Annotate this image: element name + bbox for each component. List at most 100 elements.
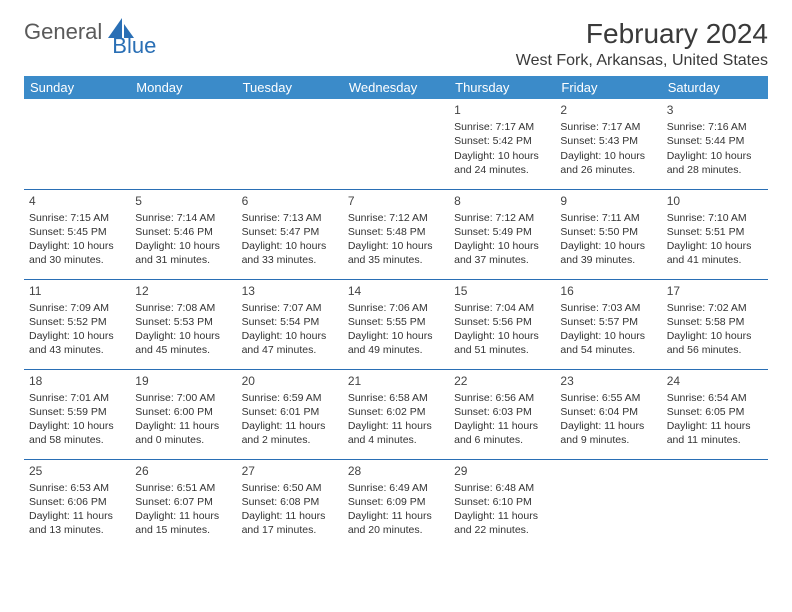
weekday-header: Wednesday (343, 76, 449, 99)
day-details: Sunrise: 6:51 AMSunset: 6:07 PMDaylight:… (135, 481, 231, 538)
calendar-row: 25 Sunrise: 6:53 AMSunset: 6:06 PMDayligh… (24, 459, 768, 549)
calendar-cell: 14 Sunrise: 7:06 AMSunset: 5:55 PMDayligh… (343, 279, 449, 369)
calendar-cell: 20 Sunrise: 6:59 AMSunset: 6:01 PMDayligh… (237, 369, 343, 459)
day-number: 7 (348, 193, 444, 209)
day-number: 13 (242, 283, 338, 299)
day-details: Sunrise: 6:48 AMSunset: 6:10 PMDaylight:… (454, 481, 550, 538)
weekday-header: Sunday (24, 76, 130, 99)
weekday-header: Thursday (449, 76, 555, 99)
weekday-header: Saturday (662, 76, 768, 99)
day-number: 21 (348, 373, 444, 389)
calendar-cell: 4 Sunrise: 7:15 AMSunset: 5:45 PMDaylight… (24, 189, 130, 279)
calendar-cell: 5Sunrise: 7:14 AMSunset: 5:46 PMDaylight… (130, 189, 236, 279)
day-number: 12 (135, 283, 231, 299)
calendar-cell (555, 459, 661, 549)
calendar-cell: 19 Sunrise: 7:00 AMSunset: 6:00 PMDayligh… (130, 369, 236, 459)
day-details: Sunrise: 7:08 AMSunset: 5:53 PMDaylight:… (135, 301, 231, 358)
day-details: Sunrise: 7:09 AMSunset: 5:52 PMDaylight:… (29, 301, 125, 358)
day-details: Sunrise: 7:03 AMSunset: 5:57 PMDaylight:… (560, 301, 656, 358)
calendar-cell: 7 Sunrise: 7:12 AMSunset: 5:48 PMDaylight… (343, 189, 449, 279)
calendar-row: 11 Sunrise: 7:09 AMSunset: 5:52 PMDayligh… (24, 279, 768, 369)
calendar-cell: 12 Sunrise: 7:08 AMSunset: 5:53 PMDayligh… (130, 279, 236, 369)
day-details: Sunrise: 6:56 AMSunset: 6:03 PMDaylight:… (454, 391, 550, 448)
day-details: Sunrise: 7:04 AMSunset: 5:56 PMDaylight:… (454, 301, 550, 358)
day-number: 16 (560, 283, 656, 299)
calendar-cell: 23 Sunrise: 6:55 AMSunset: 6:04 PMDayligh… (555, 369, 661, 459)
weekday-header: Friday (555, 76, 661, 99)
calendar-row: 18 Sunrise: 7:01 AMSunset: 5:59 PMDayligh… (24, 369, 768, 459)
day-details: Sunrise: 6:50 AMSunset: 6:08 PMDaylight:… (242, 481, 338, 538)
calendar-cell: 13 Sunrise: 7:07 AMSunset: 5:54 PMDayligh… (237, 279, 343, 369)
title-block: February 2024 West Fork, Arkansas, Unite… (516, 18, 768, 70)
day-number: 25 (29, 463, 125, 479)
day-details: Sunrise: 7:01 AMSunset: 5:59 PMDaylight:… (29, 391, 125, 448)
day-number: 20 (242, 373, 338, 389)
day-details: Sunrise: 7:17 AMSunset: 5:43 PMDaylight:… (560, 120, 656, 177)
weekday-header: Monday (130, 76, 236, 99)
day-number: 4 (29, 193, 125, 209)
calendar-row: 4 Sunrise: 7:15 AMSunset: 5:45 PMDaylight… (24, 189, 768, 279)
calendar-cell: 10Sunrise: 7:10 AMSunset: 5:51 PMDayligh… (662, 189, 768, 279)
calendar-cell (237, 99, 343, 189)
calendar-cell: 22 Sunrise: 6:56 AMSunset: 6:03 PMDayligh… (449, 369, 555, 459)
day-number: 6 (242, 193, 338, 209)
day-details: Sunrise: 6:53 AMSunset: 6:06 PMDaylight:… (29, 481, 125, 538)
page-header: General Blue February 2024 West Fork, Ar… (24, 18, 768, 70)
logo-text-general: General (24, 19, 102, 45)
location-text: West Fork, Arkansas, United States (516, 52, 768, 70)
day-details: Sunrise: 7:06 AMSunset: 5:55 PMDaylight:… (348, 301, 444, 358)
day-number: 14 (348, 283, 444, 299)
day-number: 23 (560, 373, 656, 389)
day-number: 19 (135, 373, 231, 389)
day-details: Sunrise: 6:59 AMSunset: 6:01 PMDaylight:… (242, 391, 338, 448)
day-details: Sunrise: 7:13 AMSunset: 5:47 PMDaylight:… (242, 211, 338, 268)
day-details: Sunrise: 7:02 AMSunset: 5:58 PMDaylight:… (667, 301, 763, 358)
calendar-cell: 3 Sunrise: 7:16 AMSunset: 5:44 PMDaylight… (662, 99, 768, 189)
day-details: Sunrise: 6:49 AMSunset: 6:09 PMDaylight:… (348, 481, 444, 538)
calendar-cell: 26 Sunrise: 6:51 AMSunset: 6:07 PMDayligh… (130, 459, 236, 549)
day-number: 24 (667, 373, 763, 389)
calendar-cell: 18 Sunrise: 7:01 AMSunset: 5:59 PMDayligh… (24, 369, 130, 459)
day-number: 8 (454, 193, 550, 209)
day-details: Sunrise: 6:55 AMSunset: 6:04 PMDaylight:… (560, 391, 656, 448)
day-details: Sunrise: 7:00 AMSunset: 6:00 PMDaylight:… (135, 391, 231, 448)
calendar-cell: 16 Sunrise: 7:03 AMSunset: 5:57 PMDayligh… (555, 279, 661, 369)
weekday-header: Tuesday (237, 76, 343, 99)
day-number: 5 (135, 193, 231, 209)
calendar-cell: 24 Sunrise: 6:54 AMSunset: 6:05 PMDayligh… (662, 369, 768, 459)
day-number: 22 (454, 373, 550, 389)
day-number: 11 (29, 283, 125, 299)
calendar-cell: 21 Sunrise: 6:58 AMSunset: 6:02 PMDayligh… (343, 369, 449, 459)
day-details: Sunrise: 6:58 AMSunset: 6:02 PMDaylight:… (348, 391, 444, 448)
day-details: Sunrise: 7:12 AMSunset: 5:48 PMDaylight:… (348, 211, 444, 268)
day-number: 10 (667, 193, 763, 209)
day-number: 3 (667, 102, 763, 118)
calendar-cell: 8 Sunrise: 7:12 AMSunset: 5:49 PMDaylight… (449, 189, 555, 279)
day-details: Sunrise: 6:54 AMSunset: 6:05 PMDaylight:… (667, 391, 763, 448)
calendar-cell: 28Sunrise: 6:49 AMSunset: 6:09 PMDayligh… (343, 459, 449, 549)
calendar-cell: 25 Sunrise: 6:53 AMSunset: 6:06 PMDayligh… (24, 459, 130, 549)
day-details: Sunrise: 7:11 AMSunset: 5:50 PMDaylight:… (560, 211, 656, 268)
day-number: 26 (135, 463, 231, 479)
calendar-cell: 2 Sunrise: 7:17 AMSunset: 5:43 PMDaylight… (555, 99, 661, 189)
calendar-cell: 15Sunrise: 7:04 AMSunset: 5:56 PMDayligh… (449, 279, 555, 369)
day-details: Sunrise: 7:16 AMSunset: 5:44 PMDaylight:… (667, 120, 763, 177)
calendar-cell: 6 Sunrise: 7:13 AMSunset: 5:47 PMDaylight… (237, 189, 343, 279)
day-number: 18 (29, 373, 125, 389)
day-details: Sunrise: 7:17 AMSunset: 5:42 PMDaylight:… (454, 120, 550, 177)
day-details: Sunrise: 7:12 AMSunset: 5:49 PMDaylight:… (454, 211, 550, 268)
calendar-cell: 1 Sunrise: 7:17 AMSunset: 5:42 PMDaylight… (449, 99, 555, 189)
logo-text-blue: Blue (112, 33, 156, 59)
day-details: Sunrise: 7:07 AMSunset: 5:54 PMDaylight:… (242, 301, 338, 358)
day-number: 1 (454, 102, 550, 118)
day-number: 2 (560, 102, 656, 118)
calendar-cell: 9 Sunrise: 7:11 AMSunset: 5:50 PMDaylight… (555, 189, 661, 279)
calendar-cell (343, 99, 449, 189)
day-number: 9 (560, 193, 656, 209)
calendar-cell: 29Sunrise: 6:48 AMSunset: 6:10 PMDayligh… (449, 459, 555, 549)
day-number: 27 (242, 463, 338, 479)
calendar-table: Sunday Monday Tuesday Wednesday Thursday… (24, 76, 768, 549)
day-details: Sunrise: 7:15 AMSunset: 5:45 PMDaylight:… (29, 211, 125, 268)
calendar-cell: 11 Sunrise: 7:09 AMSunset: 5:52 PMDayligh… (24, 279, 130, 369)
calendar-body: 1 Sunrise: 7:17 AMSunset: 5:42 PMDaylight… (24, 99, 768, 549)
